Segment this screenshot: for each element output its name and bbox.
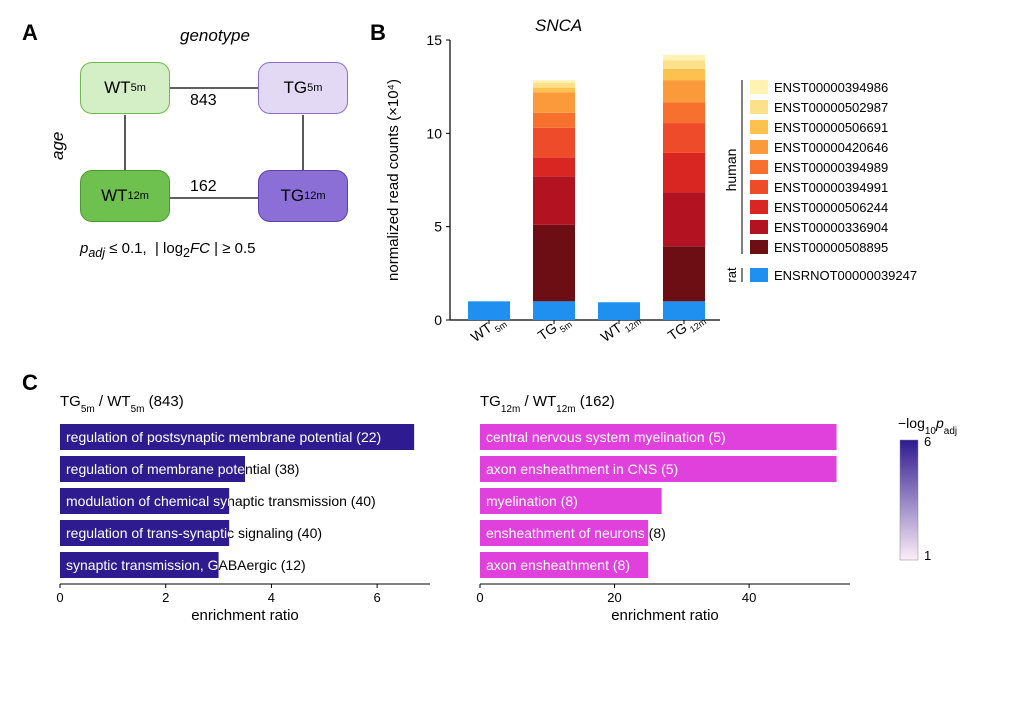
svg-text:ENST00000502987: ENST00000502987 [774,100,888,115]
svg-text:ENST00000420646: ENST00000420646 [774,140,888,155]
panel-c: TG5m / WT5m (843) regulation of postsynap… [40,380,1000,700]
svg-text:normalized read counts (×10⁴): normalized read counts (×10⁴) [385,79,402,281]
svg-text:40: 40 [742,590,756,605]
panel-b-title: SNCA [535,16,582,36]
svg-text:ENSRNOT00000039247: ENSRNOT00000039247 [774,268,917,283]
svg-text:ENST00000394991: ENST00000394991 [774,180,888,195]
svg-text:WT: WT [468,319,495,345]
svg-text:myelination (8): myelination (8) [486,493,578,509]
svg-text:ENST00000508895: ENST00000508895 [774,240,888,255]
svg-text:enrichment ratio: enrichment ratio [191,607,299,624]
svg-text:5: 5 [434,219,442,235]
panel-c-label: C [22,370,38,396]
svg-text:human: human [723,149,739,192]
svg-text:ENST00000394989: ENST00000394989 [774,160,888,175]
svg-text:6: 6 [374,590,381,605]
svg-text:1: 1 [924,548,931,563]
svg-text:rat: rat [724,267,739,283]
svg-text:20: 20 [607,590,621,605]
svg-text:TG12m / WT12m (162): TG12m / WT12m (162) [480,393,615,415]
panel-a: genotype age WT5m TG5m WT12m TG12m 843 1… [40,30,360,290]
svg-text:5m: 5m [558,319,574,334]
svg-text:−log10padj: −log10padj [898,415,957,437]
svg-text:ENST00000336904: ENST00000336904 [774,220,888,235]
svg-text:ensheathment of neurons (8): ensheathment of neurons (8) [486,525,666,541]
panel-a-label: A [22,20,38,46]
svg-text:ENST00000506244: ENST00000506244 [774,200,888,215]
svg-text:TG: TG [535,319,560,343]
svg-text:WT: WT [598,319,625,345]
svg-text:ENST00000394986: ENST00000394986 [774,80,888,95]
svg-text:ENST00000506691: ENST00000506691 [774,120,888,135]
svg-text:axon ensheathment in CNS (5): axon ensheathment in CNS (5) [486,461,678,477]
svg-text:0: 0 [56,590,63,605]
svg-text:enrichment ratio: enrichment ratio [611,607,719,624]
node-tg12: TG12m [258,170,348,222]
panel-b: SNCA 051015normalized read counts (×10⁴)… [380,20,990,360]
svg-text:central nervous system myelina: central nervous system myelination (5) [486,429,726,445]
node-tg5: TG5m [258,62,348,114]
svg-text:0: 0 [434,312,442,328]
svg-text:0: 0 [476,590,483,605]
svg-text:TG: TG [665,319,690,343]
threshold-text: padj ≤ 0.1, | log2FC | ≥ 0.5 [80,240,255,260]
node-wt12: WT12m [80,170,170,222]
panel-c-svg: TG5m / WT5m (843) regulation of postsynap… [40,380,1000,700]
svg-text:axon ensheathment (8): axon ensheathment (8) [486,557,630,573]
edge-label-top: 843 [190,92,217,110]
svg-text:10: 10 [426,125,442,141]
svg-text:4: 4 [268,590,275,605]
svg-text:5m: 5m [493,319,509,334]
edge-label-bot: 162 [190,178,217,196]
svg-text:TG5m / WT5m (843): TG5m / WT5m (843) [60,393,184,415]
svg-text:15: 15 [426,32,442,48]
node-wt5: WT5m [80,62,170,114]
panel-b-svg: 051015normalized read counts (×10⁴)WT5mT… [380,20,990,360]
svg-text:2: 2 [162,590,169,605]
svg-text:regulation of postsynaptic mem: regulation of postsynaptic membrane pote… [66,429,381,445]
